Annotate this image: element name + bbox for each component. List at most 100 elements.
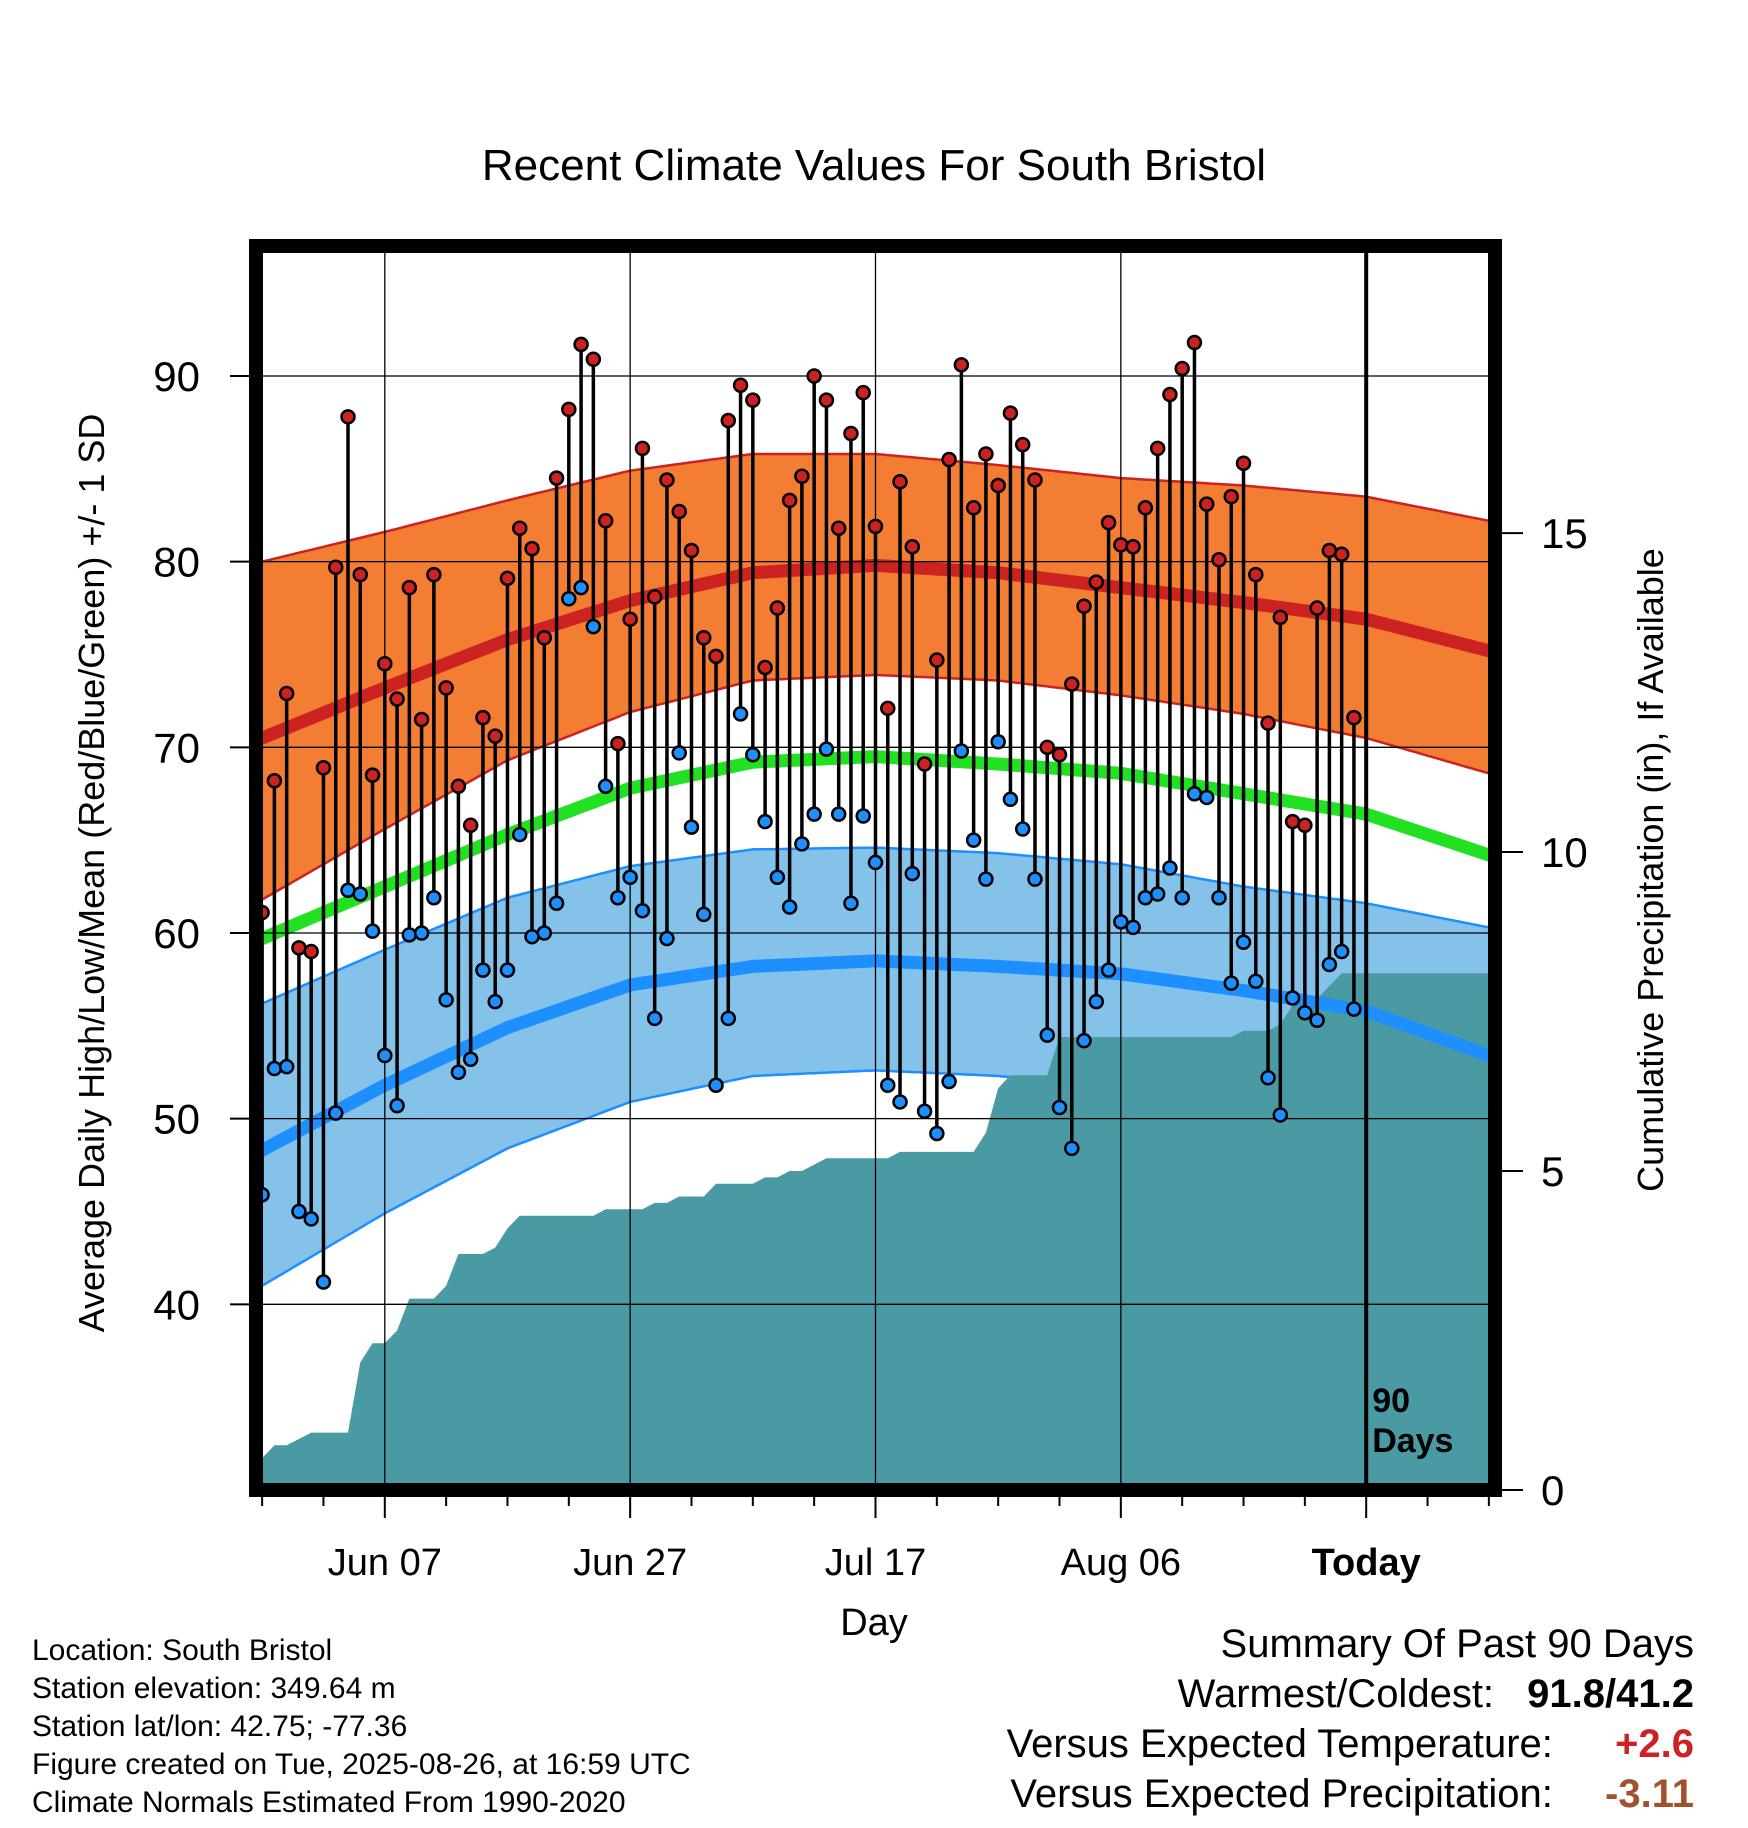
x-tick-label-0: Jun 07 [328, 1542, 442, 1584]
daily-high-point [487, 728, 503, 744]
daily-low-point [1186, 785, 1203, 802]
daily-low-point [291, 1203, 307, 1220]
daily-high-point [315, 759, 332, 776]
daily-low-point [757, 813, 773, 830]
daily-low-point [1309, 1012, 1325, 1029]
summary-warmest-row: Warmest/Coldest: 91.8/41.2 [1178, 1672, 1694, 1717]
daily-low-point [315, 1274, 332, 1290]
daily-low-point [1149, 886, 1166, 902]
y2-axis-label: Cumulative Precipitation (in), If Availa… [1630, 548, 1671, 1192]
daily-low-point [511, 826, 528, 843]
daily-low-point [916, 1103, 933, 1119]
daily-low-point [1321, 956, 1338, 973]
daily-high-point [732, 377, 749, 394]
daily-low-point [340, 882, 356, 899]
info-normals: Climate Normals Estimated From 1990-2020 [32, 1786, 626, 1819]
daily-high-point [1014, 436, 1031, 453]
daily-low-point [475, 962, 491, 978]
daily-low-point [806, 806, 822, 822]
daily-low-point [1076, 1032, 1092, 1049]
daily-high-point [1248, 566, 1264, 583]
daily-low-point [929, 1125, 945, 1142]
daily-high-point [291, 940, 307, 956]
daily-high-point [1027, 472, 1043, 488]
daily-high-point [720, 412, 737, 429]
x-tick-label-3: Aug 06 [1061, 1542, 1181, 1584]
y-tick-label-40: 40 [153, 1281, 200, 1328]
daily-low-point [377, 1047, 393, 1064]
daily-high-point [278, 685, 295, 702]
daily-low-point [1260, 1070, 1276, 1086]
daily-high-point [389, 691, 405, 707]
daily-low-point [487, 993, 503, 1010]
daily-low-point [781, 899, 798, 915]
daily-high-point [1113, 537, 1129, 553]
daily-low-point [597, 778, 614, 795]
daily-low-point [1346, 1001, 1362, 1017]
daily-low-point [1027, 871, 1043, 887]
summary-precip-value: -3.11 [1605, 1772, 1694, 1816]
daily-low-point [708, 1077, 724, 1093]
daily-low-point [1272, 1107, 1289, 1123]
daily-low-point [1014, 821, 1031, 837]
daily-low-point [1235, 934, 1252, 951]
daily-high-point [646, 589, 663, 605]
plot-frame [249, 239, 1502, 1497]
daily-low-point [892, 1094, 908, 1110]
daily-low-point [769, 869, 786, 886]
daily-low-point [536, 925, 553, 941]
daily-low-point [266, 1060, 283, 1077]
daily-low-point [1297, 1005, 1313, 1021]
daily-high-point [1039, 739, 1055, 756]
daily-high-point [1125, 539, 1141, 555]
daily-high-point [561, 401, 577, 418]
daily-high-point [450, 778, 467, 795]
daily-high-point [352, 566, 369, 583]
info-created: Figure created on Tue, 2025-08-26, at 16… [32, 1748, 691, 1781]
daily-high-point [794, 468, 810, 484]
daily-high-point [1174, 360, 1190, 377]
plot-clipped [256, 246, 1495, 1490]
summary-precip-row: Versus Expected Precipitation: -3.11 [1010, 1772, 1694, 1817]
daily-low-point [573, 579, 589, 596]
daily-high-point [364, 767, 381, 783]
daily-low-point [561, 591, 577, 607]
daily-low-point [732, 706, 749, 722]
summary-warmest-label: Warmest/Coldest: [1177, 1672, 1495, 1716]
daily-high-point [818, 392, 835, 408]
daily-low-point [401, 927, 418, 943]
info-elevation: Station elevation: 349.64 m [32, 1672, 396, 1705]
daily-low-point [953, 743, 970, 759]
daily-high-point [340, 409, 356, 425]
daily-high-point [266, 772, 283, 789]
daily-high-point [745, 392, 761, 408]
daily-high-point [1272, 609, 1289, 626]
daily-low-point [389, 1097, 405, 1114]
daily-low-point [278, 1058, 295, 1075]
daily-high-point [413, 711, 430, 728]
y2-tick-label-5: 5 [1541, 1148, 1564, 1195]
daily-high-point [671, 503, 687, 520]
daily-high-point [769, 600, 786, 616]
daily-low-point [745, 746, 761, 763]
today-marker-label-line2: Days [1372, 1422, 1453, 1460]
daily-low-point [1137, 889, 1154, 906]
daily-high-point [597, 513, 614, 529]
x-tick-label-4: Today [1312, 1542, 1421, 1584]
daily-high-point [855, 384, 871, 401]
daily-high-point [610, 735, 626, 752]
daily-high-point [965, 500, 982, 516]
daily-high-point [916, 756, 933, 772]
daily-high-point [867, 518, 884, 535]
summary-precip-label: Versus Expected Precipitation: [1010, 1772, 1553, 1816]
daily-high-point [622, 611, 638, 627]
daily-low-point [965, 832, 982, 848]
daily-high-point [1051, 746, 1068, 763]
daily-high-point [377, 656, 393, 672]
daily-high-point [548, 470, 565, 486]
daily-low-point [720, 1010, 737, 1027]
y-tick-label-90: 90 [153, 353, 200, 400]
daily-high-point [683, 542, 700, 559]
